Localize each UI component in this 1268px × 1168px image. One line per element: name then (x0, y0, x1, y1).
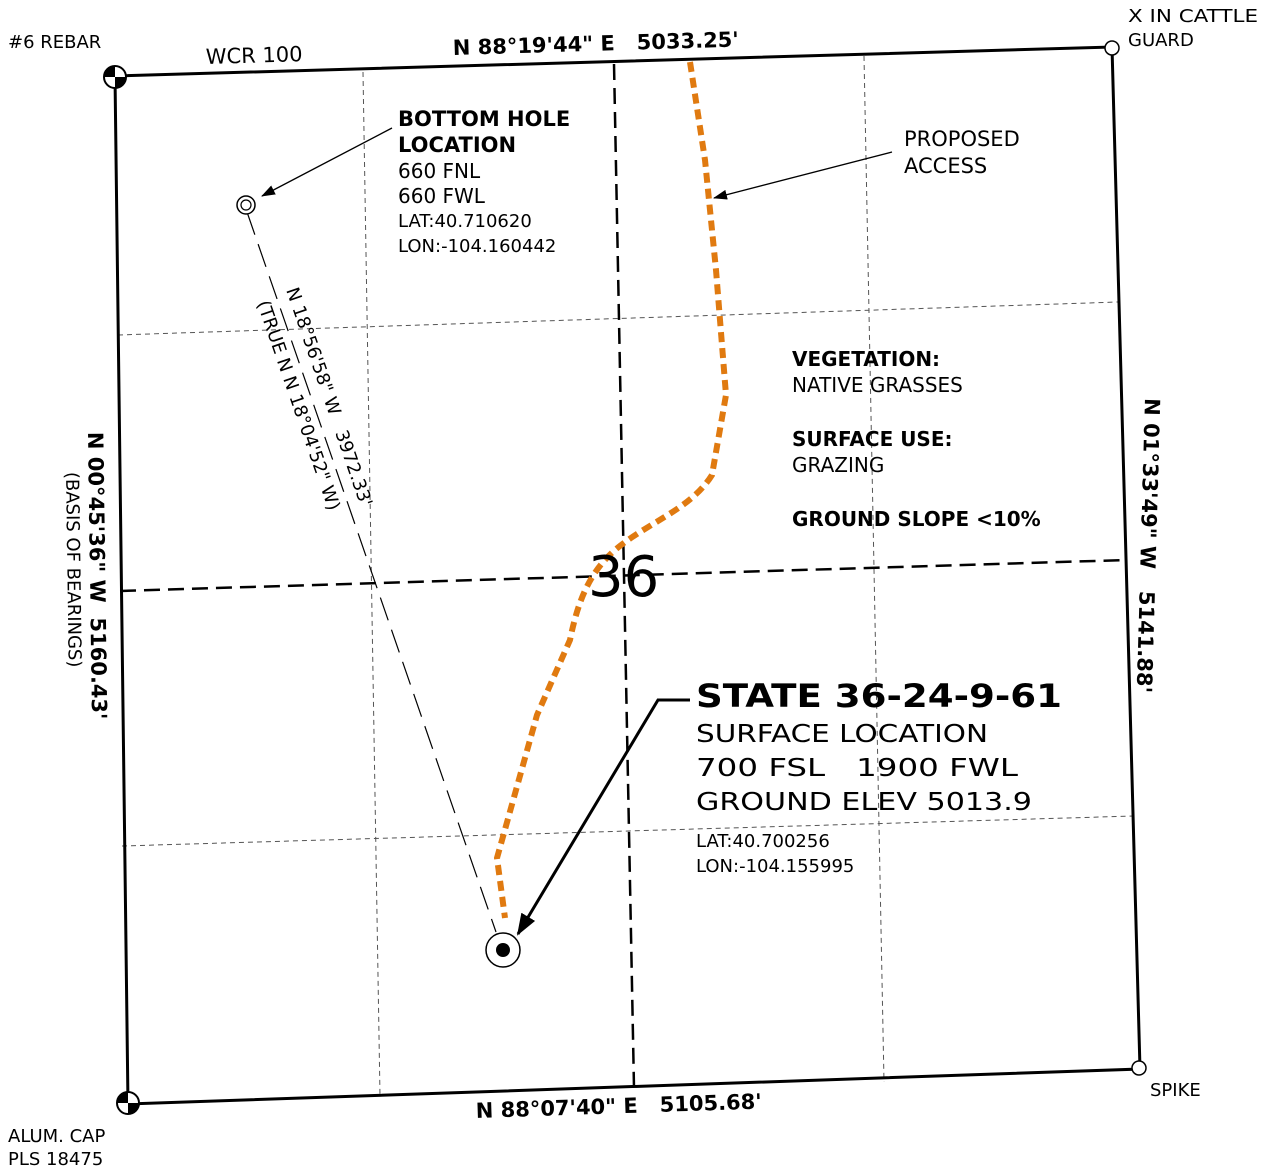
well-leader (516, 698, 690, 936)
bottom-hole-lat: LAT:40.710620 (398, 211, 532, 232)
proposed-access-line1: PROPOSED (904, 127, 1020, 151)
bottom-hole-title-1: BOTTOM HOLE (398, 107, 570, 131)
well-ground-elev: GROUND ELEV 5013.9 (696, 787, 1032, 816)
road-label: WCR 100 (205, 42, 302, 69)
well-path-line (246, 211, 497, 933)
west-boundary-note: (BASIS OF BEARINGS) (61, 472, 85, 668)
sw-corner-monument (116, 1091, 140, 1115)
grid-line-h1 (117, 301, 1119, 336)
north-boundary-label: N 88°19'44" E 5033.25' (452, 28, 739, 60)
proposed-access-line2: ACCESS (904, 154, 987, 178)
surface-use-value: GRAZING (792, 453, 884, 477)
well-footages: 700 FSL 1900 FWL (696, 753, 1018, 782)
surface-use-label: SURFACE USE: (792, 427, 953, 451)
nw-corner-monument (103, 65, 127, 89)
section-number: 36 (588, 545, 659, 610)
quarter-section-lines (119, 63, 1127, 1089)
east-boundary-label: N 01°33'49" W 5141.88' (1132, 398, 1164, 693)
sw-corner-label-1: ALUM. CAP (8, 1126, 105, 1147)
bottom-hole-fnl: 660 FNL (398, 159, 481, 183)
ground-slope-label: GROUND SLOPE <10% (792, 507, 1041, 531)
south-boundary-label: N 88°07'40" E 5105.68' (475, 1090, 762, 1123)
ne-corner-label-1: X IN CATTLE (1128, 6, 1258, 27)
ne-corner-label-2: GUARD (1128, 30, 1194, 51)
access-road-path (493, 61, 730, 919)
se-corner-label: SPIKE (1150, 1080, 1201, 1101)
vegetation-value: NATIVE GRASSES (792, 373, 963, 397)
bottom-hole-icon (236, 195, 256, 215)
bottom-hole-title-2: LOCATION (398, 133, 516, 157)
west-boundary-label: N 00°45'36" W 5160.43' (83, 432, 111, 720)
bottom-hole-leader (261, 127, 393, 197)
grid-line-h3 (121, 815, 1135, 847)
well-name: STATE 36-24-9-61 (696, 677, 1062, 715)
vegetation-label: VEGETATION: (792, 347, 940, 371)
nw-corner-label: #6 REBAR (8, 32, 101, 53)
well-lon: LON:-104.155995 (696, 856, 854, 877)
well-surface-location: SURFACE LOCATION (696, 719, 988, 748)
bottom-hole-fwl: 660 FWL (398, 184, 486, 208)
ne-corner-monument (1104, 40, 1120, 56)
surface-hole-icon (485, 932, 521, 968)
sw-corner-label-2: PLS 18475 (8, 1149, 103, 1168)
bottom-hole-lon: LON:-104.160442 (398, 236, 556, 257)
access-leader (713, 151, 893, 200)
se-corner-monument (1131, 1060, 1147, 1076)
well-lat: LAT:40.700256 (696, 831, 830, 852)
